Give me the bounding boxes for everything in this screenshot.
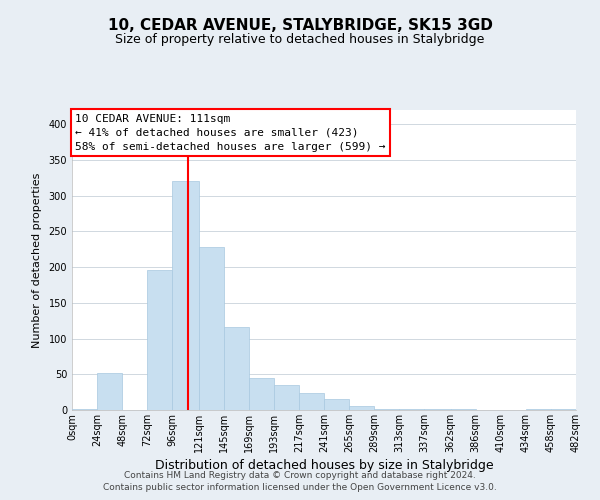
Y-axis label: Number of detached properties: Number of detached properties [32,172,41,348]
Text: Size of property relative to detached houses in Stalybridge: Size of property relative to detached ho… [115,32,485,46]
Text: Contains public sector information licensed under the Open Government Licence v3: Contains public sector information licen… [103,484,497,492]
Bar [172,182,199,410]
Bar [97,373,122,410]
Bar [147,270,172,410]
X-axis label: Distribution of detached houses by size in Stalybridge: Distribution of detached houses by size … [155,459,493,472]
Bar [299,393,324,410]
Bar [249,378,274,410]
Bar [324,400,349,410]
Bar [224,327,249,410]
Bar [274,385,299,410]
Bar [349,406,374,410]
Bar [199,247,224,410]
Bar [72,408,97,410]
Text: Contains HM Land Registry data © Crown copyright and database right 2024.: Contains HM Land Registry data © Crown c… [124,471,476,480]
Bar [374,408,399,410]
Text: 10 CEDAR AVENUE: 111sqm
← 41% of detached houses are smaller (423)
58% of semi-d: 10 CEDAR AVENUE: 111sqm ← 41% of detache… [75,114,386,152]
Text: 10, CEDAR AVENUE, STALYBRIDGE, SK15 3GD: 10, CEDAR AVENUE, STALYBRIDGE, SK15 3GD [107,18,493,32]
